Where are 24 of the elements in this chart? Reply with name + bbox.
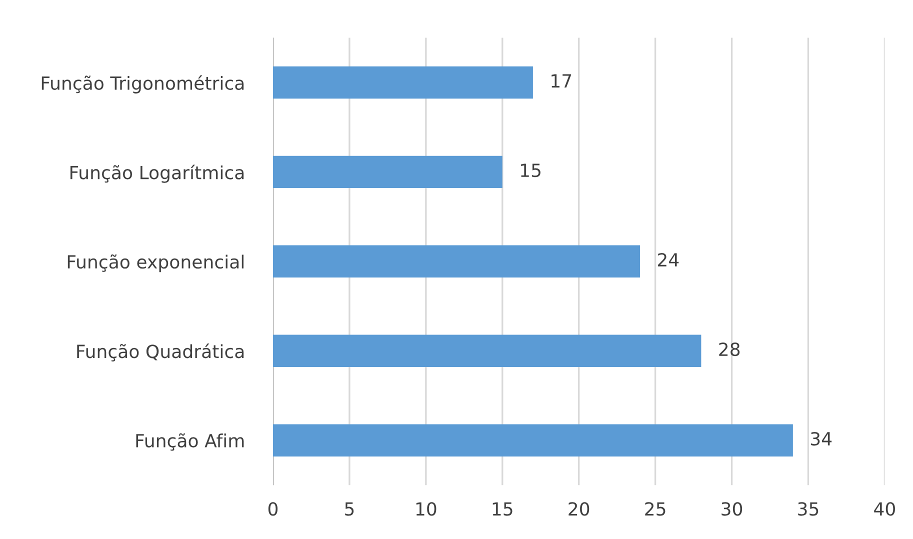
bar <box>272 424 793 456</box>
x-tick-label: 40 <box>874 502 895 516</box>
x-tick-label: 25 <box>645 502 666 516</box>
data-label: 28 <box>719 342 740 356</box>
bar <box>272 334 702 367</box>
x-tick-label: 15 <box>492 502 512 516</box>
data-label: 15 <box>521 164 540 178</box>
y-tick-label: Função Quadrática <box>77 344 244 362</box>
data-label: 34 <box>810 432 832 446</box>
data-label: 24 <box>658 252 679 266</box>
y-tick-label: Função Logarítmica <box>70 164 244 183</box>
x-tick-label: 30 <box>722 502 742 516</box>
x-tick-label: 35 <box>798 502 818 516</box>
x-tick-label: 5 <box>345 502 354 516</box>
bar <box>272 245 640 278</box>
bar <box>272 66 533 99</box>
data-label: 17 <box>552 74 572 88</box>
x-tick-label: 0 <box>268 502 278 516</box>
y-tick-label: Função Trigonométrica <box>42 75 244 94</box>
y-tick-label: Função exponencial <box>68 254 244 272</box>
y-tick-label: Função Afim <box>136 433 244 451</box>
bar <box>272 156 502 188</box>
x-tick-label: 20 <box>568 502 590 516</box>
x-tick-label: 10 <box>416 502 436 516</box>
